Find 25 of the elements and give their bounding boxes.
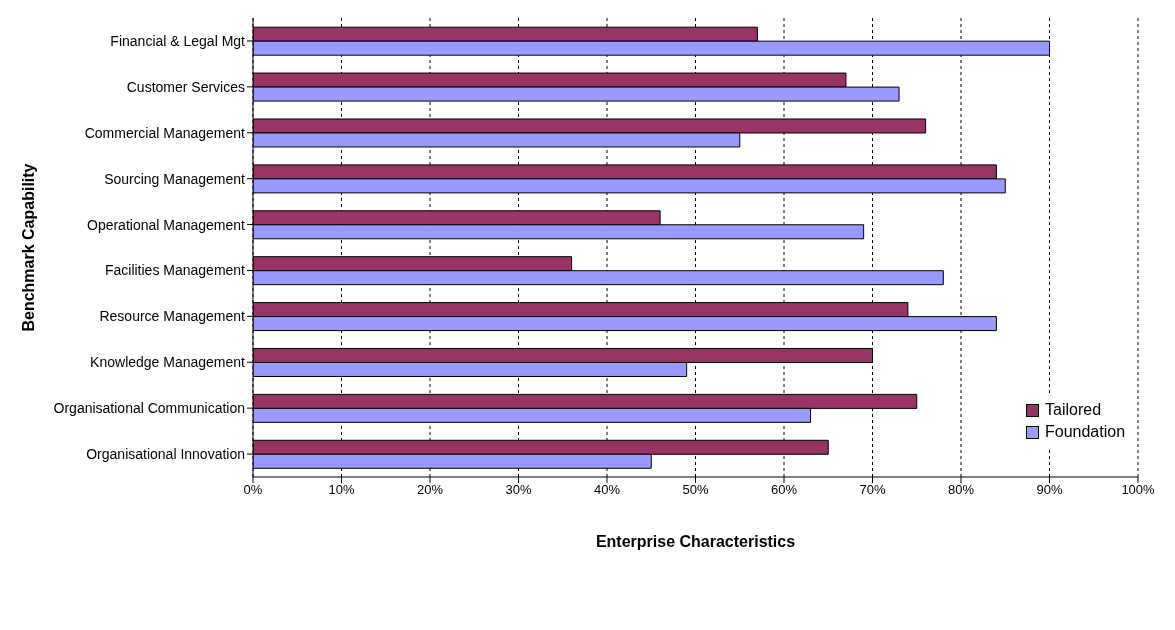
y-tick-label: Financial & Legal Mgt	[110, 32, 246, 49]
y-tick-label: Organisational Communication	[53, 400, 245, 417]
y-tick-label: Customer Services	[126, 78, 245, 95]
x-tick-label: 30%	[505, 482, 532, 498]
y-tick-label: Operational Management	[87, 216, 246, 233]
x-tick-label: 50%	[682, 482, 709, 498]
x-axis-title: Enterprise Characteristics	[595, 533, 796, 550]
x-tick-label: 0%	[243, 482, 263, 498]
x-tick-label: 60%	[770, 482, 798, 498]
x-tick-label: 40%	[593, 482, 621, 498]
y-axis-title: Benchmark Capability	[19, 163, 37, 332]
y-tick-label: Facilities Management	[104, 262, 246, 279]
x-tick-label: 20%	[416, 482, 444, 498]
legend-label: Tailored	[1045, 401, 1102, 419]
x-tick-label: 10%	[328, 482, 355, 498]
y-tick-label: Commercial Management	[84, 124, 246, 141]
y-tick-label: Knowledge Management	[90, 354, 246, 371]
x-tick-label: 100%	[1121, 482, 1156, 498]
y-tick-label: Resource Management	[99, 308, 246, 325]
x-tick-label: 80%	[947, 482, 975, 498]
x-tick-label: 70%	[859, 482, 886, 498]
x-tick-label: 90%	[1036, 482, 1063, 498]
y-tick-label: Sourcing Management	[104, 170, 246, 187]
legend-label: Foundation	[1045, 423, 1126, 441]
y-tick-label: Organisational Innovation	[86, 446, 245, 463]
